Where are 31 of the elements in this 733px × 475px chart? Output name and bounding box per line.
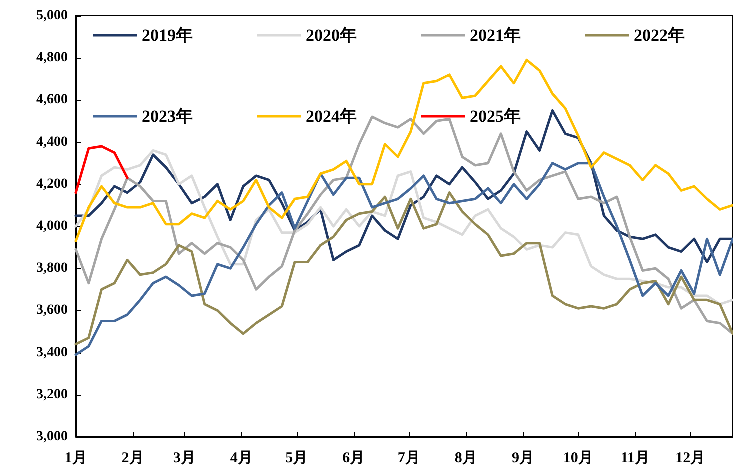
- legend-label: 2022年: [634, 26, 685, 45]
- x-tick-label: 5月: [286, 450, 308, 466]
- x-tick-label: 8月: [454, 450, 478, 466]
- legend-label: 2023年: [142, 107, 193, 126]
- x-tick-label: 7月: [398, 450, 420, 466]
- legend-label: 2021年: [470, 26, 521, 45]
- y-tick-label: 3,800: [36, 261, 68, 276]
- y-tick-label: 3,400: [36, 345, 68, 360]
- legend-label: 2020年: [306, 26, 357, 45]
- legend-label: 2019年: [142, 26, 193, 45]
- x-tick-label: 11月: [620, 450, 650, 466]
- legend-label: 2024年: [306, 107, 357, 126]
- y-tick-label: 4,800: [36, 50, 68, 66]
- x-tick-label: 4月: [230, 450, 253, 466]
- x-tick-label: 10月: [563, 450, 594, 466]
- legend-label: 2025年: [470, 107, 521, 126]
- y-tick-label: 4,200: [36, 176, 68, 192]
- y-tick-label: 3,000: [36, 430, 68, 444]
- x-tick-label: 9月: [512, 450, 534, 466]
- y-tick-label: 5,000: [36, 8, 68, 24]
- y-tick-label: 3,200: [36, 387, 68, 402]
- line-series: [74, 145, 129, 194]
- y-tick-label: 3,600: [36, 303, 68, 318]
- x-tick-label: 3月: [173, 450, 196, 466]
- y-tick-label: 4,400: [36, 134, 68, 150]
- y-tick-label: 4,000: [36, 219, 68, 234]
- x-tick-label: 6月: [342, 450, 366, 466]
- x-tick-label: 2月: [122, 450, 144, 466]
- x-tick-label: 12月: [676, 450, 706, 466]
- y-tick-label: 4,600: [36, 92, 68, 108]
- x-tick-label: 1月: [64, 450, 88, 466]
